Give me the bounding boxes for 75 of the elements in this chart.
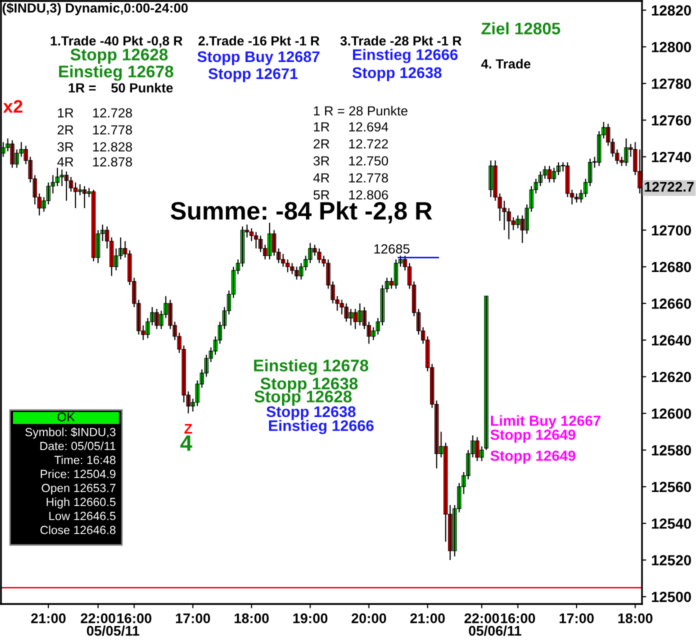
annotation: Z [184, 424, 192, 434]
x-tick-label: 22:00 [464, 613, 499, 624]
x-tick-label: 17:00 [560, 613, 594, 624]
annotation: Symbol: $INDU,3 [25, 427, 116, 439]
annotation: 4R 12.778 [313, 173, 388, 183]
x-tick-label: 16:00 [117, 613, 152, 624]
y-tick-label: 12700 [652, 225, 691, 236]
y-tick-label: 12620 [652, 372, 691, 382]
y-tick-label: 12580 [652, 445, 691, 456]
x-tick-label: 21:00 [31, 613, 66, 624]
y-tick-label: 12540 [652, 518, 691, 529]
annotation: Einstieg 12666 [269, 420, 374, 434]
y-tick-label: 12820 [652, 5, 691, 16]
y-tick-label: 12500 [652, 592, 691, 602]
y-tick-label: 12680 [652, 262, 691, 272]
annotation: Summe: -84 Pkt -2,8 R [170, 201, 432, 224]
annotation: 2R 12.722 [314, 139, 388, 148]
annotation: Einstieg 12678 [254, 359, 368, 375]
x-tick-label: 19:00 [293, 613, 328, 624]
annotation: 4. Trade [481, 58, 530, 69]
annotation: Stopp 12671 [208, 68, 298, 82]
y-tick-label: 12780 [652, 78, 691, 89]
y-tick-label: 12660 [652, 298, 691, 309]
annotation: Stopp 12628 [254, 390, 352, 406]
annotation: 1 R = 28 Punkte [314, 106, 408, 116]
annotation: Time: 16:48 [54, 455, 116, 464]
annotation: Einstieg 12678 [59, 65, 174, 81]
annotation: 4 [180, 435, 192, 451]
x-tick-label: 21:00 [410, 613, 445, 624]
ref-line-label: 12685 [374, 244, 410, 254]
y-tick-label: 12600 [652, 408, 691, 419]
annotation: Stopp 12649 [490, 430, 576, 443]
annotation: 5R 12.806 [314, 190, 388, 200]
text: 05/06/11 [468, 626, 522, 636]
annotation: Stopp 12649 [490, 450, 576, 464]
annotation: Stopp Buy 12687 [197, 51, 320, 66]
annotation: Stopp 12638 [266, 406, 356, 420]
x-tick-label: 22:00 [80, 613, 116, 624]
text: 05/05/11 [86, 626, 140, 636]
annotation: 1R 12.728 [58, 108, 132, 118]
annotation: OK [58, 412, 75, 422]
annotation: Ziel 12805 [481, 22, 560, 34]
annotation: High 12660.5 [46, 497, 116, 509]
annotation: 4R 12.878 [57, 157, 132, 167]
x-tick-label: 17:00 [176, 613, 210, 624]
annotation: Close 12646.8 [40, 525, 116, 534]
annotation: Stopp 12638 [352, 67, 442, 82]
annotation: Price: 12504.9 [40, 470, 116, 478]
y-tick-label: 12740 [652, 152, 691, 162]
x-tick-label: 18:00 [234, 613, 269, 624]
y-tick-label: 12520 [652, 555, 691, 566]
annotation: 3R 12.750 [314, 156, 388, 166]
annotation: Limit Buy 12667 [490, 415, 600, 429]
annotation: 1R 12.694 [314, 122, 388, 132]
annotation: 1.Trade -40 Pkt -0,8 R [50, 36, 182, 48]
x-tick-label: 18:00 [618, 613, 652, 624]
annotation: 2R 12.778 [58, 125, 132, 135]
y-tick-label: 12800 [652, 42, 691, 52]
x-tick-label: 20:00 [352, 613, 386, 624]
annotation: 3.Trade -28 Pkt -1 R [340, 36, 462, 46]
x-tick-label: 16:00 [500, 613, 536, 624]
y-tick-label: 12760 [652, 115, 691, 126]
annotation: 3R 12.828 [58, 142, 132, 152]
chart-title: ($INDU,3) Dynamic,0:00-24:00 [2, 2, 188, 16]
y-tick-label: 12640 [652, 335, 691, 346]
annotation: Stopp 12628 [70, 48, 168, 64]
annotation: Open 12653.7 [42, 484, 116, 495]
text: 12722.7 [644, 182, 694, 192]
annotation: x2 [3, 100, 22, 113]
annotation: Low 12646.5 [49, 512, 116, 520]
annotation: 1R = 50 Punkte [68, 82, 173, 93]
annotation: 2.Trade -16 Pkt -1 R [198, 36, 320, 46]
y-tick-label: 12560 [652, 482, 691, 492]
annotation: Date: 05/05/11 [40, 442, 116, 450]
annotation: Einstieg 12666 [353, 48, 458, 64]
